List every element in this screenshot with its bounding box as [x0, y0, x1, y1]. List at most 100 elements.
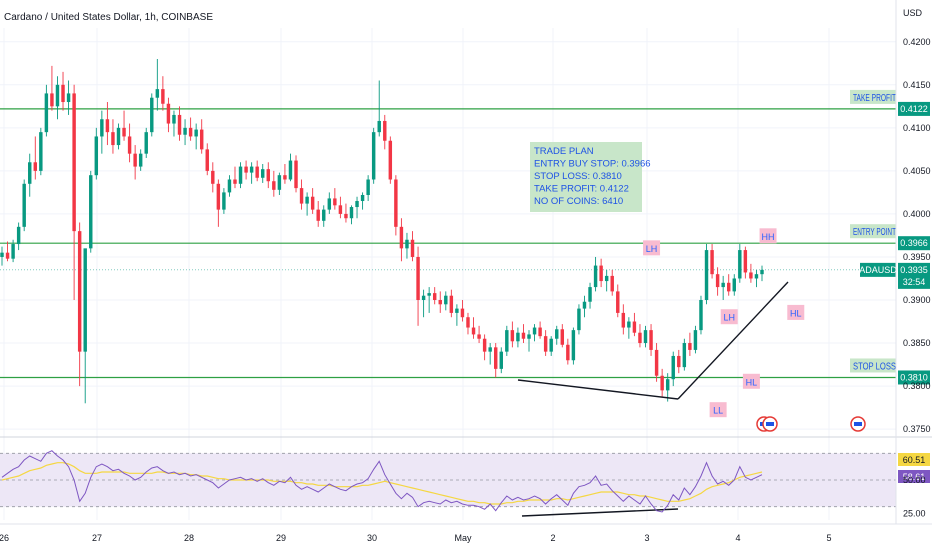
candle[interactable]: [571, 327, 576, 365]
candle[interactable]: [188, 117, 193, 141]
candle[interactable]: [11, 239, 15, 263]
candle[interactable]: [194, 123, 198, 150]
candle[interactable]: [22, 179, 26, 232]
candle[interactable]: [516, 327, 520, 348]
candle[interactable]: [211, 162, 215, 193]
candle[interactable]: [405, 232, 409, 259]
candle[interactable]: [677, 349, 681, 374]
candle[interactable]: [127, 123, 132, 163]
candle[interactable]: [344, 203, 348, 223]
candle[interactable]: [261, 164, 265, 183]
candle[interactable]: [16, 222, 21, 251]
candle[interactable]: [238, 162, 243, 189]
candle[interactable]: [466, 312, 470, 335]
candle[interactable]: [310, 188, 315, 214]
candle[interactable]: [555, 325, 559, 345]
candle[interactable]: [604, 269, 609, 292]
candle[interactable]: [649, 324, 653, 356]
candle[interactable]: [665, 373, 670, 402]
candle[interactable]: [494, 343, 498, 378]
candle[interactable]: [455, 304, 459, 326]
candle[interactable]: [77, 222, 82, 387]
candle[interactable]: [133, 145, 137, 180]
candle[interactable]: [654, 343, 659, 382]
candle[interactable]: [355, 196, 359, 219]
candle[interactable]: [94, 127, 99, 180]
candle[interactable]: [327, 192, 332, 214]
candle[interactable]: [416, 246, 420, 326]
candle[interactable]: [305, 192, 309, 216]
candle[interactable]: [699, 295, 703, 335]
candle[interactable]: [316, 201, 320, 227]
candle[interactable]: [538, 321, 542, 339]
candle[interactable]: [155, 58, 160, 111]
candle[interactable]: [599, 258, 603, 288]
candle[interactable]: [482, 334, 487, 361]
candle[interactable]: [161, 76, 165, 111]
candle[interactable]: [632, 312, 637, 337]
candle[interactable]: [621, 304, 626, 335]
candle[interactable]: [477, 325, 481, 344]
candle[interactable]: [177, 106, 182, 141]
candle[interactable]: [432, 287, 437, 305]
candle[interactable]: [349, 205, 354, 225]
candle[interactable]: [488, 343, 492, 365]
candle[interactable]: [61, 71, 65, 111]
candle[interactable]: [643, 325, 648, 348]
candles[interactable]: [0, 58, 764, 404]
candle[interactable]: [749, 263, 753, 283]
candle[interactable]: [627, 317, 631, 339]
candle[interactable]: [322, 205, 326, 227]
candle[interactable]: [377, 80, 381, 137]
candle[interactable]: [83, 248, 87, 404]
candle[interactable]: [510, 321, 515, 348]
candle[interactable]: [371, 127, 376, 184]
candle[interactable]: [566, 338, 570, 365]
candle[interactable]: [28, 153, 32, 197]
candle[interactable]: [588, 282, 592, 309]
candle[interactable]: [593, 256, 598, 292]
candle[interactable]: [721, 275, 725, 300]
candle[interactable]: [577, 304, 581, 335]
candle[interactable]: [444, 291, 448, 311]
candle[interactable]: [560, 324, 565, 348]
candle[interactable]: [543, 330, 548, 356]
candle[interactable]: [532, 324, 537, 342]
candle[interactable]: [33, 136, 38, 180]
candle[interactable]: [688, 332, 692, 356]
candle[interactable]: [277, 172, 282, 195]
candle[interactable]: [760, 265, 764, 282]
candle[interactable]: [710, 244, 714, 279]
candle[interactable]: [399, 218, 404, 262]
candle[interactable]: [39, 127, 43, 176]
candle[interactable]: [183, 119, 187, 146]
candle[interactable]: [438, 291, 442, 313]
candle[interactable]: [205, 143, 209, 176]
candle[interactable]: [471, 317, 476, 339]
candle[interactable]: [738, 244, 742, 283]
candle[interactable]: [732, 274, 736, 296]
candle[interactable]: [421, 289, 426, 318]
candle[interactable]: [616, 284, 620, 318]
candle[interactable]: [610, 269, 614, 296]
candle[interactable]: [150, 93, 154, 137]
candle[interactable]: [704, 244, 709, 305]
candle[interactable]: [44, 84, 49, 137]
candle[interactable]: [122, 110, 126, 141]
candle[interactable]: [199, 119, 204, 154]
candle[interactable]: [5, 241, 10, 262]
candle[interactable]: [394, 175, 398, 236]
candle[interactable]: [693, 325, 698, 354]
candle[interactable]: [549, 336, 553, 356]
candle[interactable]: [55, 76, 60, 120]
candle[interactable]: [89, 170, 93, 253]
candle[interactable]: [743, 246, 748, 279]
candle[interactable]: [172, 110, 176, 137]
candle[interactable]: [527, 330, 531, 352]
candle[interactable]: [505, 325, 509, 356]
candle[interactable]: [726, 274, 731, 296]
candle[interactable]: [521, 324, 526, 344]
candle[interactable]: [338, 196, 343, 219]
candle[interactable]: [294, 155, 298, 193]
